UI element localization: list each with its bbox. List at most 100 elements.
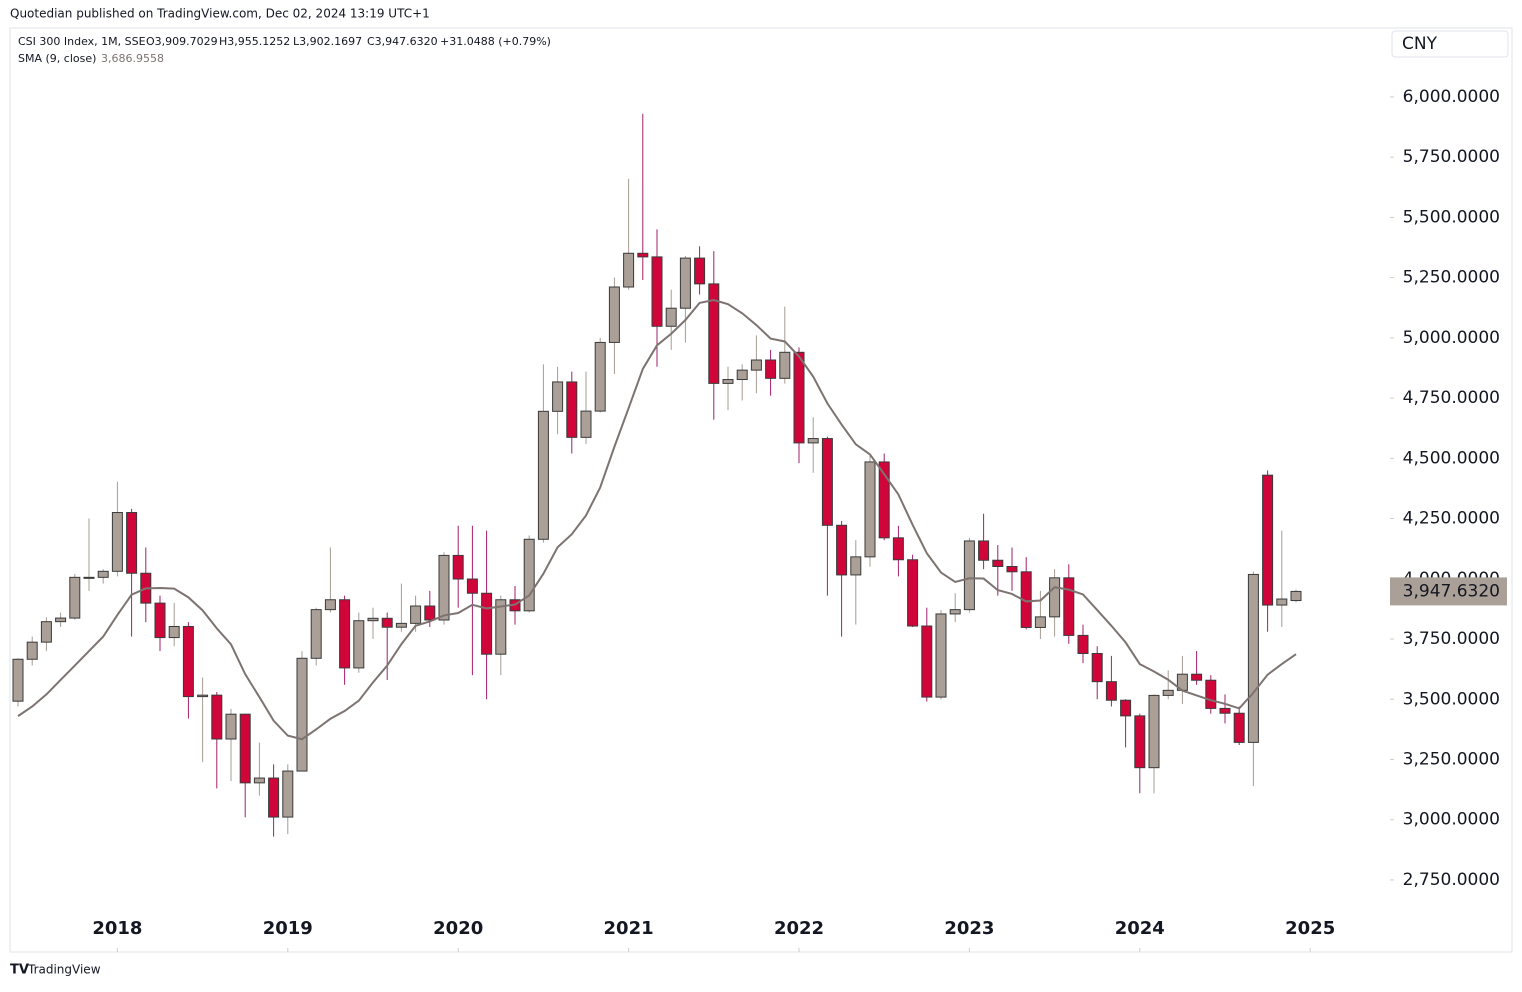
candle-body	[253, 777, 265, 784]
candle-body	[40, 621, 52, 643]
candle-body	[637, 252, 649, 258]
footer-logo: TV	[10, 963, 29, 978]
candle-body	[1091, 652, 1103, 683]
candle-body	[481, 592, 493, 655]
candle-body	[197, 694, 209, 698]
y-tick-label: 5,750.0000	[1403, 147, 1500, 167]
candle-body	[268, 777, 280, 818]
candle-body	[1191, 673, 1203, 681]
candle-body	[296, 657, 308, 772]
candle-body	[921, 625, 933, 698]
candle-body	[623, 252, 635, 288]
legend-indicator: SMA (9, close)	[18, 52, 96, 65]
candle-body	[679, 257, 691, 309]
y-tick-label: 4,750.0000	[1403, 388, 1500, 408]
candle-body	[665, 307, 677, 327]
candle-body	[523, 538, 535, 612]
candle-body	[807, 438, 819, 444]
y-tick-label: 3,000.0000	[1403, 810, 1500, 830]
candle-body	[211, 694, 223, 740]
candle-body	[438, 554, 450, 621]
candle-body	[1063, 577, 1075, 636]
candle-body	[83, 576, 95, 579]
candle-body	[339, 599, 351, 669]
y-tick-label: 2,750.0000	[1403, 870, 1500, 890]
plot: 2,750.0000 3,000.0000 3,250.0000 3,500.0000…	[12, 87, 1507, 952]
candle-body	[395, 622, 407, 628]
candle-body	[182, 625, 194, 698]
candle-body	[466, 578, 478, 594]
candle-body	[978, 540, 990, 561]
candle-body	[1006, 565, 1018, 573]
candle-body	[410, 605, 422, 624]
x-tick-label: 2018	[92, 918, 142, 939]
candle-body	[1290, 590, 1302, 602]
y-tick-label: 5,000.0000	[1403, 328, 1500, 348]
legend-close: C3,947.6320	[367, 35, 438, 48]
candle-body	[963, 540, 975, 611]
chart-frame	[9, 27, 1513, 953]
last-price-box	[1390, 577, 1507, 606]
candle-body	[126, 512, 138, 574]
candle-body	[154, 602, 166, 639]
candle-body	[111, 512, 123, 572]
candle-body	[452, 554, 464, 580]
y-tick-label: 5,250.0000	[1403, 268, 1500, 288]
candle-body	[608, 286, 620, 343]
candle-body	[1276, 598, 1288, 606]
candle-body	[907, 559, 919, 627]
legend-change: +31.0488 (+0.79%)	[440, 35, 551, 48]
candle-body	[1105, 681, 1117, 701]
x-tick-label: 2021	[604, 918, 654, 939]
x-tick-label: 2022	[774, 918, 824, 939]
candle-body	[821, 438, 833, 526]
candle-body	[594, 341, 606, 412]
footer-brand: TradingView	[27, 963, 101, 977]
candle-body	[1034, 616, 1046, 628]
candle-body	[779, 351, 791, 379]
legend-symbol: CSI 300 Index, 1M, SSE	[18, 35, 146, 48]
candle-body	[836, 524, 848, 576]
candle-body	[353, 620, 365, 669]
x-tick-label: 2024	[1115, 918, 1165, 939]
y-tick-label: 5,500.0000	[1403, 207, 1500, 227]
candle-body	[1247, 573, 1259, 743]
sma-line	[17, 298, 1297, 741]
candle-body	[1049, 577, 1061, 618]
candle-body	[55, 617, 67, 623]
candle-body	[765, 359, 777, 379]
candle-body	[708, 283, 720, 384]
publisher: Quotedian published on TradingView.com, …	[10, 7, 430, 21]
candle-body	[935, 613, 947, 698]
candle-body	[694, 257, 706, 285]
candle-body	[736, 369, 748, 381]
currency[interactable]: CNY	[1402, 34, 1438, 54]
candle-body	[97, 570, 109, 578]
x-tick-label: 2019	[263, 918, 313, 939]
x-tick-label: 2020	[433, 918, 483, 939]
candle-body	[722, 379, 734, 384]
candle-body	[552, 381, 564, 412]
candle-body	[537, 410, 549, 540]
candle-body	[949, 609, 961, 615]
y-tick-label: 3,750.0000	[1403, 629, 1500, 649]
candle-body	[580, 410, 592, 438]
legend-indicator-value: 3,686.9558	[101, 52, 164, 65]
candle-body	[793, 351, 805, 444]
candle-body	[310, 609, 322, 659]
legend-open: O3,909.7029	[146, 35, 218, 48]
legend-high: H3,955.1252	[219, 35, 290, 48]
y-tick-label: 4,500.0000	[1403, 448, 1500, 468]
candle-body	[750, 359, 762, 371]
candle-body	[864, 461, 876, 558]
currency-box[interactable]	[1391, 30, 1509, 58]
candle-body	[1162, 689, 1174, 696]
y-tick-label: 3,500.0000	[1403, 689, 1500, 709]
candle-body	[69, 576, 81, 619]
candle-body	[850, 556, 862, 576]
candle-body	[1148, 694, 1160, 769]
candle-body	[495, 599, 507, 655]
candle-body	[324, 599, 336, 611]
